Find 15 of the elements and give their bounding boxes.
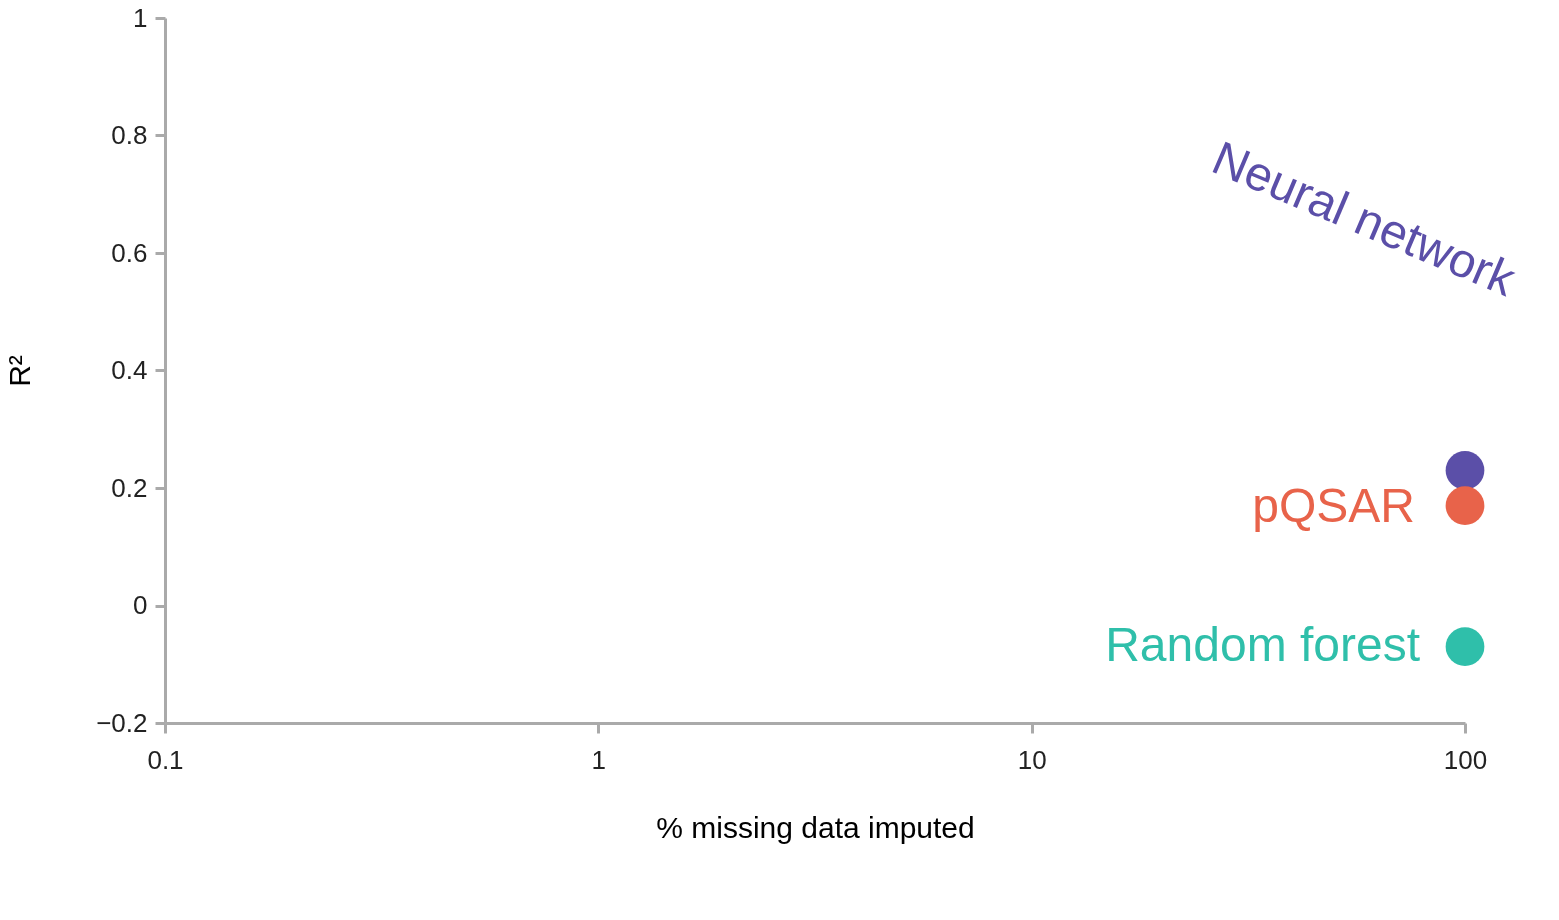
y-tick-label: 0.8 (111, 120, 148, 150)
y-tick-label: 0 (133, 590, 148, 620)
x-tick-label: 10 (1017, 744, 1047, 775)
y-axis-title: R² (3, 355, 37, 387)
series-label: Random forest (1105, 617, 1420, 671)
x-axis-title: % missing data imputed (656, 810, 975, 844)
series-label: pQSAR (1252, 478, 1415, 532)
x-tick-label: 1 (591, 744, 607, 775)
y-tick-label: 0.6 (111, 237, 148, 268)
y-tick-label: −0.2 (96, 707, 148, 738)
x-tick-label: 100 (1443, 744, 1488, 775)
x-tick-label: 0.1 (147, 744, 184, 775)
y-tick-label: 0.4 (111, 355, 148, 385)
y-tick-label: 1 (133, 2, 148, 33)
y-tick-label: 0.2 (111, 472, 148, 503)
